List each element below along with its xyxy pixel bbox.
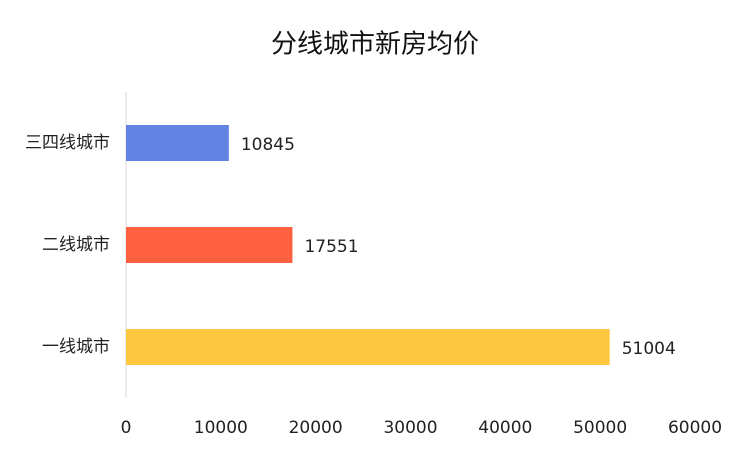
data-label: 17551 [304,237,358,257]
x-tick-label: 40000 [478,418,532,438]
data-label: 10845 [241,135,295,155]
bar [126,329,610,365]
x-tick-label: 30000 [383,418,437,438]
chart-title: 分线城市新房均价 [271,30,479,60]
x-tick-label: 60000 [668,418,722,438]
y-tick-label: 二线城市 [42,235,110,255]
bar [126,227,293,263]
bar [126,125,229,161]
x-tick-label: 50000 [573,418,627,438]
x-tick-label: 0 [121,418,132,438]
y-tick-label: 一线城市 [42,337,110,357]
y-tick-label: 三四线城市 [25,133,110,153]
data-label: 51004 [622,339,676,359]
x-tick-label: 10000 [194,418,248,438]
x-tick-label: 20000 [289,418,343,438]
